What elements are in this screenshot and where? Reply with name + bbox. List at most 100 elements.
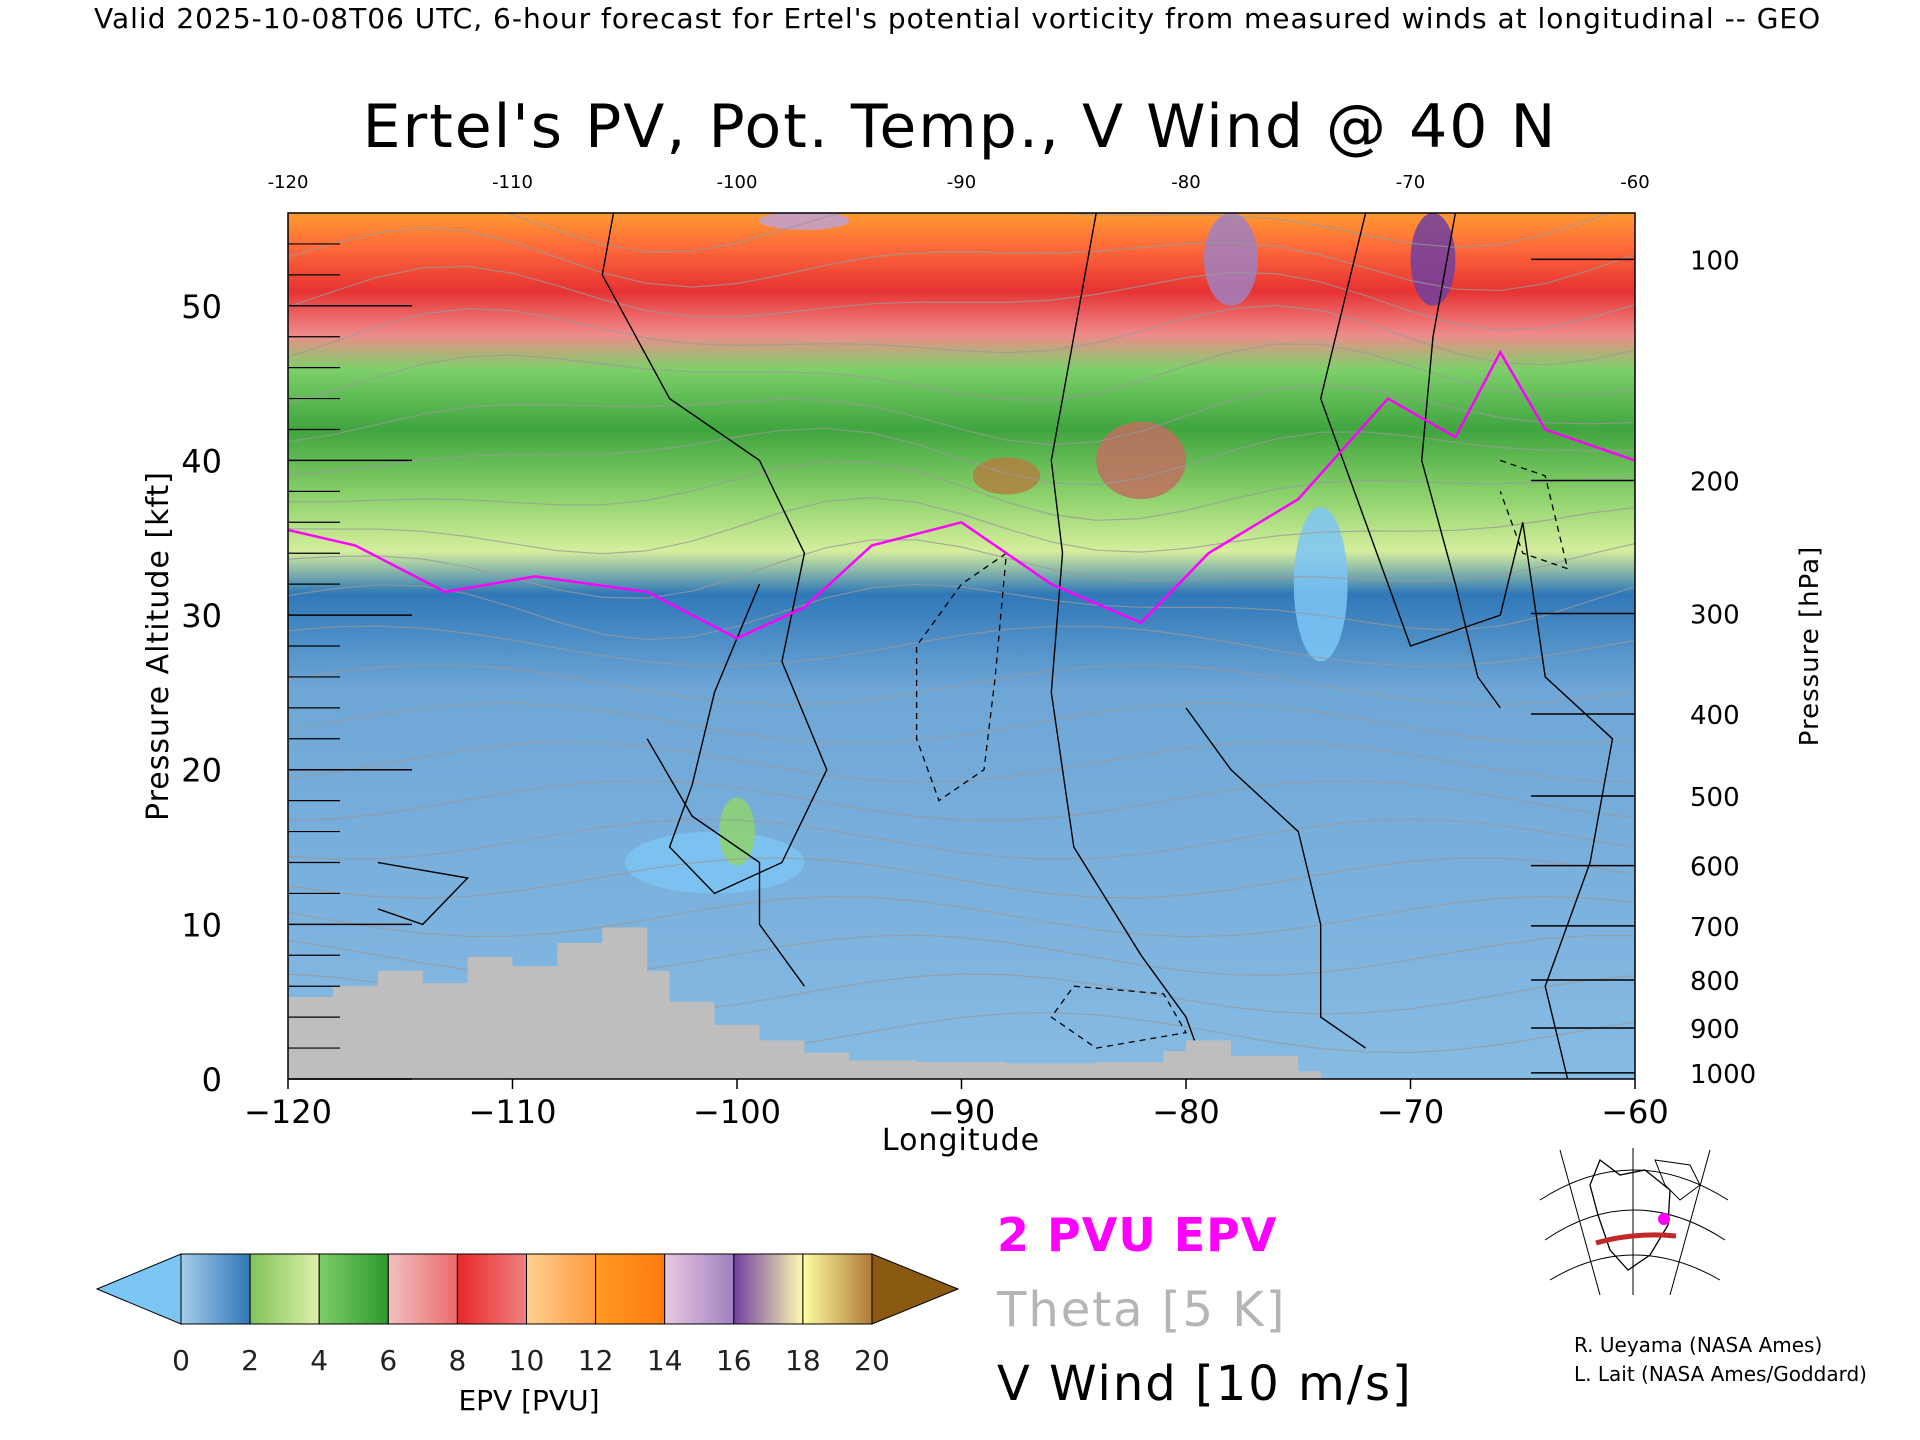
y-tick-label: 0	[202, 1061, 222, 1099]
epv-patch-1	[1410, 213, 1456, 306]
v-wind-line-4	[646, 738, 805, 987]
colorbar-bin-0	[180, 1253, 251, 1325]
legend-theta: Theta [5 K]	[997, 1282, 1287, 1338]
colorbar-tick-label: 20	[854, 1344, 890, 1377]
colorbar: 0 2 4 6 8 10 12 14 16 18 20	[95, 1253, 960, 1377]
y-axis-label: Pressure Altitude [kft]	[141, 471, 176, 821]
colorbar-tick-label: 10	[509, 1344, 545, 1377]
x-tick-label: −120	[244, 1093, 332, 1131]
colorbar-tick-label: 14	[647, 1344, 683, 1377]
colorbar-tick-label: 4	[310, 1344, 328, 1377]
x-tick-label: −110	[469, 1093, 557, 1131]
theta-line-8	[288, 702, 1635, 744]
colorbar-tick-label: 6	[379, 1344, 397, 1377]
theta-line-9	[288, 663, 1635, 706]
colorbar-tick-label: 18	[785, 1344, 821, 1377]
theta-line-10	[288, 625, 1635, 667]
colorbar-label: EPV [PVU]	[458, 1384, 599, 1417]
pv-2pvu-contour	[288, 349, 1635, 640]
theta-line-18	[288, 304, 1635, 366]
colorbar-bin-8	[733, 1253, 804, 1325]
pressure-tick-label: 100	[1690, 246, 1740, 276]
epv-patch-5	[1293, 506, 1348, 662]
colorbar-bin-4	[456, 1253, 527, 1325]
x-tick-label: −60	[1601, 1093, 1669, 1131]
epv-patch-3	[972, 457, 1041, 495]
theta-line-16	[288, 384, 1635, 446]
pressure-tick-label: 900	[1690, 1015, 1740, 1045]
x-top-tick-label: -100	[717, 172, 758, 193]
y2-axis-label: Pressure [hPa]	[1795, 546, 1825, 747]
axes: −120 -120 −110 -110 −100 -100 −90 -90 −80 -80 −70 -…	[181, 172, 1756, 1131]
v-wind-line-6	[1420, 213, 1501, 709]
colorbar-bin-2	[318, 1253, 389, 1325]
epv-patch-4	[1096, 421, 1186, 500]
pressure-tick-label: 800	[1690, 967, 1740, 997]
theta-line-4	[288, 857, 1635, 899]
colorbar-tick-label: 2	[241, 1344, 259, 1377]
legend-v-wind: V Wind [10 m/s]	[997, 1356, 1413, 1412]
theta-line-5	[288, 818, 1635, 861]
colorbar-tick-label: 0	[172, 1344, 190, 1377]
epv-patch-0	[1203, 213, 1258, 306]
colorbar-tick-label: 8	[448, 1344, 466, 1377]
theta-line-6	[288, 779, 1635, 822]
forecast-banner: Valid 2025-10-08T06 UTC, 6-hour forecast…	[94, 2, 1822, 35]
v-wind-neg-line-1	[1050, 985, 1188, 1049]
theta-line-17	[288, 343, 1635, 404]
pressure-tick-label: 700	[1690, 913, 1740, 943]
colorbar-above-arrow	[871, 1253, 960, 1325]
v-wind-line-5	[1185, 707, 1366, 1049]
y-tick-label: 20	[181, 752, 222, 790]
v-wind-neg-line-2	[1499, 459, 1569, 570]
theta-line-12	[288, 539, 1635, 599]
colorbar-bin-3	[387, 1253, 458, 1325]
epv-patches	[624, 213, 1456, 894]
pressure-tick-label: 300	[1690, 601, 1740, 631]
x-top-tick-label: -110	[492, 172, 533, 193]
epv-patch-6	[624, 831, 805, 894]
theta-line-7	[288, 741, 1635, 783]
x-tick-label: −80	[1152, 1093, 1220, 1131]
y-tick-label: 40	[181, 442, 222, 480]
y-tick-label: 30	[181, 597, 222, 635]
theta-line-3	[288, 895, 1635, 938]
x-axis-label: Longitude	[882, 1123, 1040, 1158]
x-tick-label: −90	[928, 1093, 996, 1131]
pressure-tick-label: 1000	[1690, 1060, 1756, 1090]
epv-patch-7	[719, 797, 755, 866]
colorbar-bin-9	[802, 1253, 873, 1325]
legend-pv: 2 PVU EPV	[997, 1208, 1278, 1262]
plot-field	[288, 213, 1635, 1079]
y-tick-label: 50	[181, 288, 222, 326]
colorbar-tick-label: 16	[716, 1344, 752, 1377]
theta-line-19	[288, 265, 1635, 331]
credit-line-2: L. Lait (NASA Ames/Goddard)	[1574, 1362, 1867, 1386]
pressure-tick-label: 400	[1690, 701, 1740, 731]
x-tick-label: −70	[1377, 1093, 1445, 1131]
colorbar-bin-6	[595, 1253, 666, 1325]
y-tick-label: 10	[181, 906, 222, 944]
pressure-tick-label: 500	[1690, 783, 1740, 813]
theta-line-20	[288, 227, 1635, 292]
x-tick-label: −100	[693, 1093, 781, 1131]
colorbar-bin-1	[249, 1253, 320, 1325]
x-top-tick-label: -120	[268, 172, 309, 193]
v-wind-contours	[377, 213, 1614, 1079]
theta-line-14	[288, 460, 1635, 522]
colorbar-bin-5	[526, 1253, 597, 1325]
v-wind-line-0	[601, 213, 828, 895]
v-wind-line-1	[1050, 213, 1210, 1079]
theta-line-15	[288, 427, 1635, 486]
pressure-tick-label: 600	[1690, 853, 1740, 883]
x-top-tick-label: -70	[1396, 172, 1425, 193]
locator-map	[1535, 1148, 1731, 1296]
v-wind-line-3	[377, 861, 470, 926]
terrain-mask	[288, 927, 1321, 1079]
colorbar-below-arrow	[95, 1253, 182, 1325]
v-wind-neg-line-0	[915, 552, 1008, 802]
theta-line-13	[288, 496, 1635, 555]
x-top-tick-label: -80	[1171, 172, 1200, 193]
x-top-tick-label: -60	[1620, 172, 1649, 193]
